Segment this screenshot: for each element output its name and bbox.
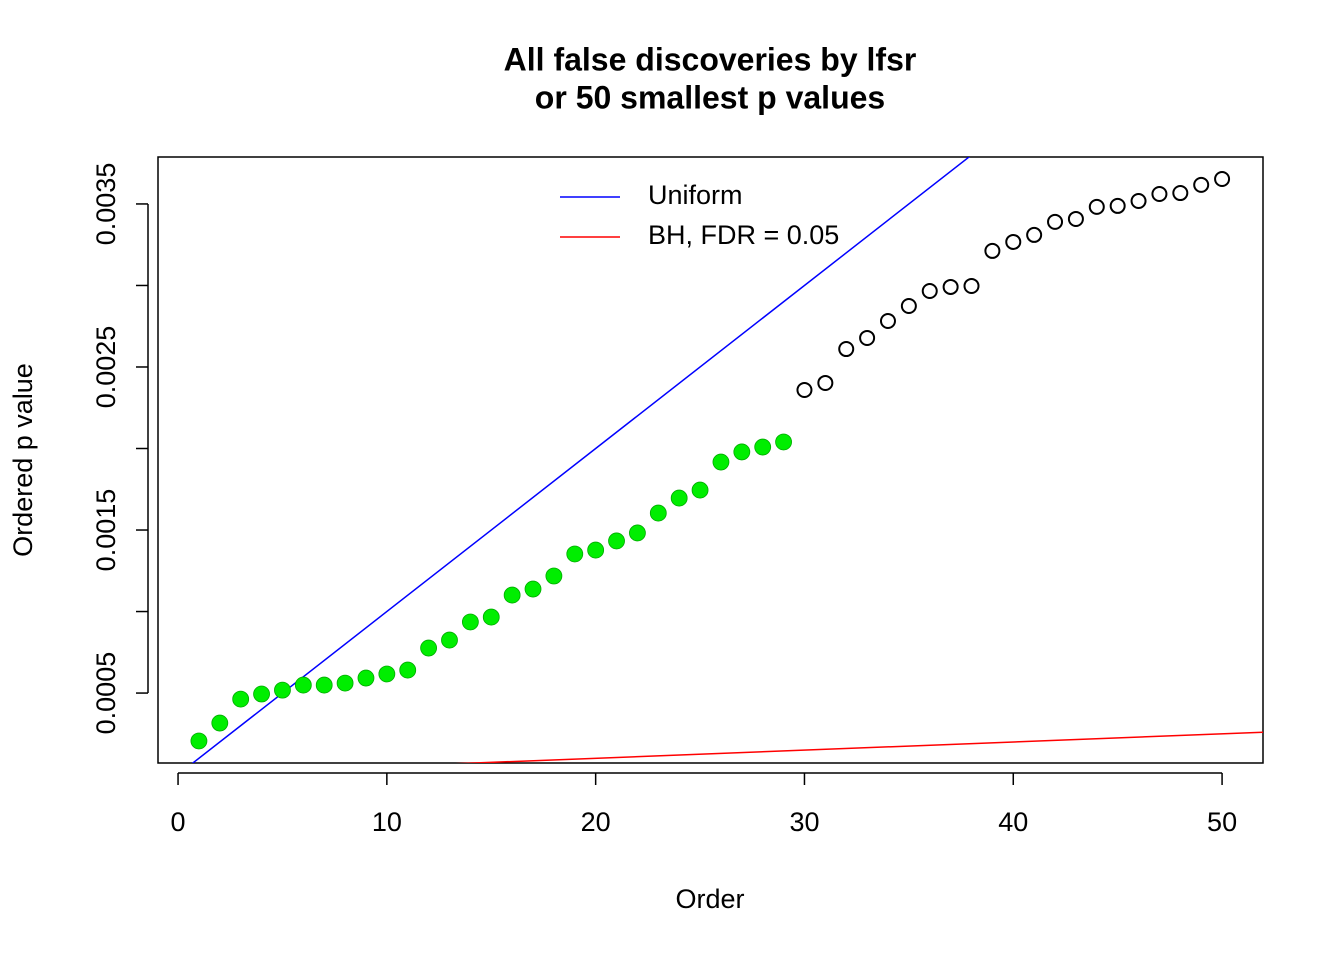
point (253, 685, 270, 703)
y-tick-label: 0.0025 (91, 326, 121, 409)
point (1193, 176, 1210, 193)
plot-box (157, 156, 1264, 764)
point (859, 329, 876, 346)
point (608, 532, 625, 550)
x-tick-label: 50 (1207, 807, 1237, 837)
point (1109, 197, 1126, 214)
point (1214, 171, 1231, 188)
y-tick-label: 0.0005 (91, 652, 121, 735)
point (796, 381, 813, 398)
point (629, 524, 646, 542)
point (566, 545, 584, 563)
point (691, 481, 709, 499)
point (1172, 185, 1189, 202)
point (712, 453, 730, 471)
point (1130, 193, 1147, 210)
x-tick-label: 0 (171, 807, 186, 837)
reference-line (455, 731, 1263, 763)
point (545, 567, 563, 585)
point (900, 298, 917, 315)
reference-line (191, 157, 971, 763)
point (232, 690, 250, 708)
x-tick-label: 40 (998, 807, 1028, 837)
chart-title: or 50 smallest p values (535, 79, 885, 115)
chart-title: All false discoveries by lfsr (504, 41, 917, 77)
point (984, 242, 1001, 259)
point (461, 613, 479, 631)
point (649, 504, 667, 522)
y-tick-label: 0.0035 (91, 163, 121, 246)
point (378, 665, 396, 683)
point (587, 541, 605, 559)
point (420, 639, 438, 657)
point (879, 313, 896, 330)
point (399, 661, 417, 679)
lines (191, 157, 1263, 763)
point (503, 586, 521, 604)
point (921, 283, 938, 300)
point (942, 278, 959, 295)
point (838, 341, 855, 358)
y-tick-label: 0.0015 (91, 489, 121, 572)
legend-label: Uniform (648, 180, 743, 210)
point (211, 714, 229, 732)
point (315, 676, 333, 694)
point (733, 443, 751, 461)
point (294, 676, 312, 694)
point (482, 608, 500, 626)
point (524, 580, 542, 598)
y-axis-label: Ordered p value (8, 363, 38, 557)
point (670, 489, 688, 507)
x-tick-label: 30 (789, 807, 819, 837)
point (336, 674, 354, 692)
point (1151, 186, 1168, 203)
point (357, 669, 375, 687)
point (1067, 210, 1084, 227)
point (441, 631, 458, 649)
point (274, 681, 291, 699)
point (1047, 213, 1064, 230)
x-tick-label: 10 (372, 807, 402, 837)
point (190, 732, 208, 750)
point (817, 374, 834, 391)
point (1005, 233, 1022, 250)
point (775, 433, 792, 451)
point (754, 438, 772, 456)
x-tick-label: 20 (581, 807, 611, 837)
point (1026, 226, 1043, 243)
point (1088, 198, 1105, 215)
x-axis-label: Order (675, 884, 744, 914)
point (963, 277, 980, 294)
legend-label: BH, FDR = 0.05 (648, 220, 839, 250)
